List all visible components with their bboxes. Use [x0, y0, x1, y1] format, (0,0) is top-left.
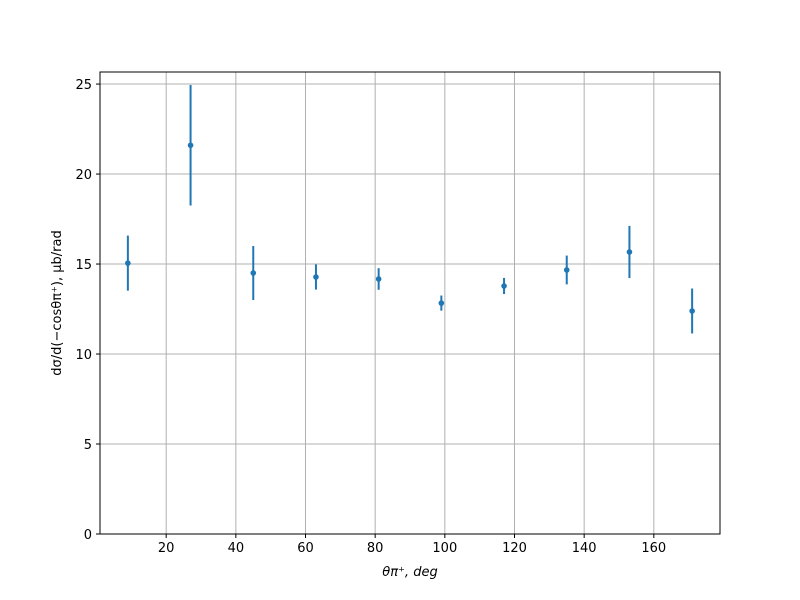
data-point	[125, 260, 131, 266]
y-tick-label: 25	[75, 78, 92, 93]
data-point	[689, 308, 695, 314]
x-tick-label: 120	[502, 541, 527, 556]
y-tick-label: 5	[84, 438, 92, 453]
data-point	[375, 276, 382, 282]
x-tick-label: 80	[367, 541, 384, 556]
data-point	[313, 274, 319, 280]
data-point	[250, 270, 257, 276]
y-tick-label: 15	[75, 258, 92, 273]
data-point	[438, 300, 445, 306]
y-tick-label: 0	[84, 528, 92, 543]
x-tick-label: 100	[432, 541, 457, 556]
data-point	[187, 142, 194, 149]
y-tick-label: 10	[75, 348, 92, 363]
x-tick-label: 60	[297, 541, 314, 556]
y-axis-label: dσ/d(−cosθπ⁺), μb/rad	[50, 230, 65, 375]
grid	[100, 72, 720, 535]
data-point	[501, 283, 507, 289]
data-point	[563, 267, 570, 273]
y-tick-label: 20	[75, 168, 92, 183]
x-axis-label: θπ⁺, deg	[382, 565, 437, 580]
x-tick-label: 140	[572, 541, 597, 556]
marks	[125, 84, 695, 334]
x-tick-label: 160	[641, 541, 666, 556]
x-tick-label: 40	[228, 541, 245, 556]
x-tick-label: 20	[158, 541, 175, 556]
plot-frame	[99, 71, 721, 535]
data-point	[626, 249, 633, 255]
